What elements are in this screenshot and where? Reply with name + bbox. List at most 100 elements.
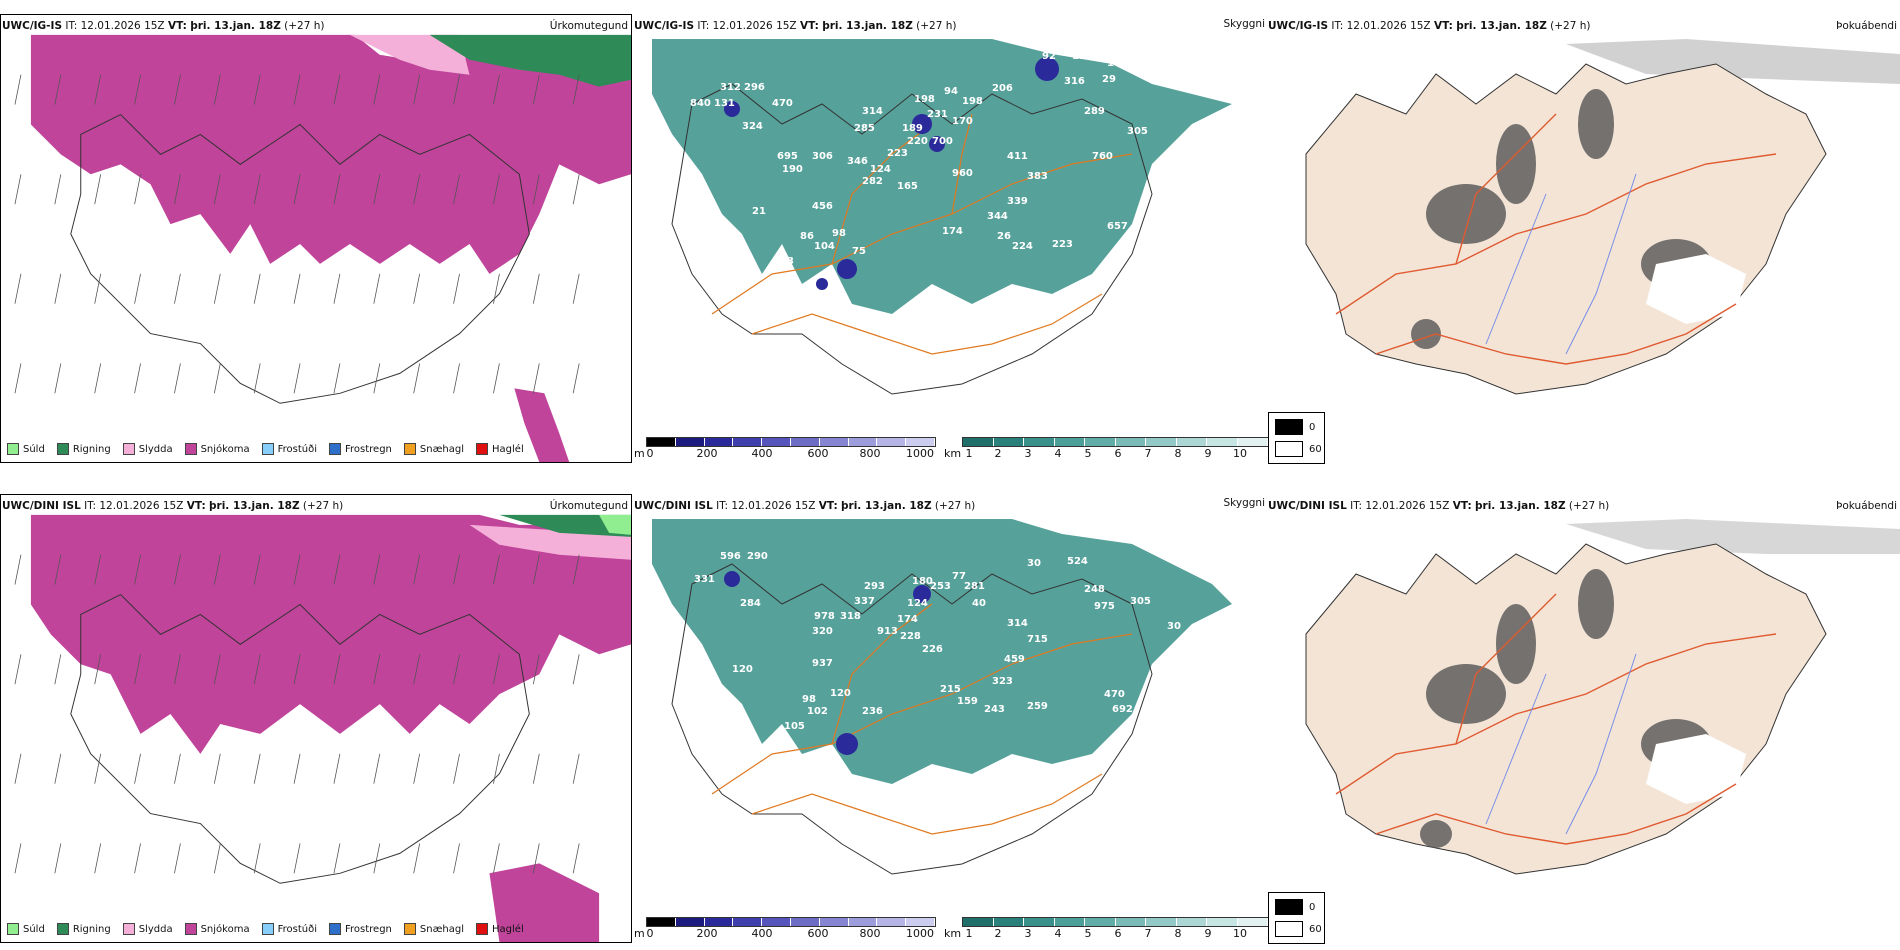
visibility-panel-bottom: 596 290 331 284 524 293 337 180 253 77 2… [632,494,1265,914]
legend-label: Frostregn [345,923,392,935]
model-name: UWC/IG-IS [1268,20,1329,32]
visibility-tick: 3 [1024,927,1032,940]
cloud-base-label: 975 [1094,601,1115,612]
legend-label: Rigning [72,443,111,455]
fog-key-value: 60 [1309,443,1322,455]
cloud-base-label: 960 [952,168,973,179]
vt-label: VT: [818,500,838,512]
legend-label: Rigning [72,923,111,935]
cloud-base-label: 840 [690,98,711,109]
legend-label: Haglél [492,923,524,935]
legend-label: Snjókoma [200,923,250,935]
cloud-base-label: 104 [814,241,835,252]
cloud-base-label: 306 [812,151,833,162]
cloud-base-label: 259 [1027,701,1048,712]
lead-time: (+27 h) [1568,500,1610,512]
lead-time: (+27 h) [934,500,976,512]
legend-swatch [261,923,274,935]
fog-key-top: 0 60 [1268,412,1325,464]
cloud-base-patches [724,57,1059,290]
legend-item: Slydda [122,923,173,935]
fog-cloud-streak [1566,519,1900,554]
legend-swatch [7,923,19,935]
panel-header: UWC/IG-IS IT: 12.01.2026 15Z VT: þri. 13… [634,20,957,32]
lead-time: (+27 h) [284,20,325,32]
visibility-tick: 1 [965,447,973,460]
visibility-tick: 10 [1233,447,1247,460]
cloud-base-label: 596 [720,551,741,562]
visibility-map-bottom: 596 290 331 284 524 293 337 180 253 77 2… [652,519,1232,875]
panel-header: UWC/IG-IS IT: 12.01.2026 15Z VT: þri. 13… [2,20,325,32]
land-fill [1305,543,1827,875]
height-tick: 1000 [906,447,934,460]
legend-item: Frostregn [329,923,392,935]
cloud-base-label: 92 [1042,51,1056,62]
cloud-base-label: 98 [802,694,816,705]
sleet-area [349,34,470,75]
low-visibility-area [652,39,1232,314]
legend-label: Slydda [138,443,173,455]
visibility-tick: 4 [1054,927,1062,940]
cloud-base-label: 314 [1007,618,1028,629]
height-tick: 0 [646,927,654,940]
cloud-base-label: 978 [814,611,835,622]
height-colorbar-bottom: m 0 200 400 600 800 1000 [634,917,936,943]
cloud-base-label: 21 [752,206,766,217]
fog-panel-top [1266,14,1900,464]
precip-legend-bottom: Súld Rigning Slydda Snjókoma Frostúði Fr… [7,922,524,936]
fog-key-swatch [1275,899,1303,915]
cloud-base-label: 226 [922,644,943,655]
legend-item: Rigning [56,923,111,935]
legend-swatch [261,443,274,455]
cloud-base-label: 339 [1007,196,1028,207]
cloud-base-label: 293 [864,581,885,592]
cloud-base-labels: 596 290 331 284 524 293 337 180 253 77 2… [694,551,1181,732]
rivers [1485,653,1637,835]
cloud-base-label: 86 [800,231,814,242]
cloud-base-label: 124 [907,598,928,609]
cloud-base-label: 105 [784,721,805,732]
fog-key-swatch [1275,419,1303,435]
height-tick: 800 [859,447,881,460]
panel-header: UWC/DINI ISL IT: 12.01.2026 15Z VT: þri.… [2,500,343,512]
legend-label: Snæhagl [419,443,465,455]
cloud-base-label: 411 [1007,151,1028,162]
cloud-base-label: 40 [972,598,986,609]
it-label: IT: [716,500,729,512]
cloud-base-label: 657 [1107,221,1128,232]
legend-swatch [7,443,19,455]
roads [1335,593,1777,845]
model-name: UWC/DINI ISL [634,500,713,512]
visibility-unit: km [944,927,962,940]
model-name: UWC/IG-IS [2,20,63,32]
cloud-base-label: 470 [1104,689,1125,700]
visibility-tick: 8 [1174,927,1182,940]
vt-value: þri. 13.jan. 18Z [841,500,932,512]
cloud-base-label: 131 [714,98,735,109]
legend-swatch [476,443,489,455]
vt-label: VT: [167,20,187,32]
wind-barbs [14,554,580,874]
legend-item: Slydda [122,443,173,455]
visibility-tick: 6 [1114,927,1122,940]
land-fill [1305,63,1827,395]
model-name: UWC/IG-IS [634,20,695,32]
clear-area [1646,734,1746,804]
visibility-colorbar-bottom: km 1 2 3 4 5 6 7 8 9 10 [944,917,1269,943]
lead-time: (+27 h) [916,20,957,32]
it-value: 12.01.2026 15Z [712,20,797,32]
cloud-base-label: 316 [1064,76,1085,87]
legend-item: Haglél [476,923,524,935]
cloud-base-label: 253 [930,581,951,592]
visibility-tick: 8 [1174,447,1182,460]
height-tick: 1000 [906,927,934,940]
snow-area [30,514,631,754]
cloud-base-label: 236 [862,706,883,717]
cloud-base-label: 94 [944,86,958,97]
cloud-base-label: 223 [887,148,908,159]
cloud-base-label: 524 [1067,556,1088,567]
height-colorbar-top: m 0 200 400 600 800 1000 [634,437,936,463]
cloud-base-label: 337 [854,596,875,607]
height-tick: 400 [751,447,773,460]
fog-key-value: 60 [1309,923,1322,935]
